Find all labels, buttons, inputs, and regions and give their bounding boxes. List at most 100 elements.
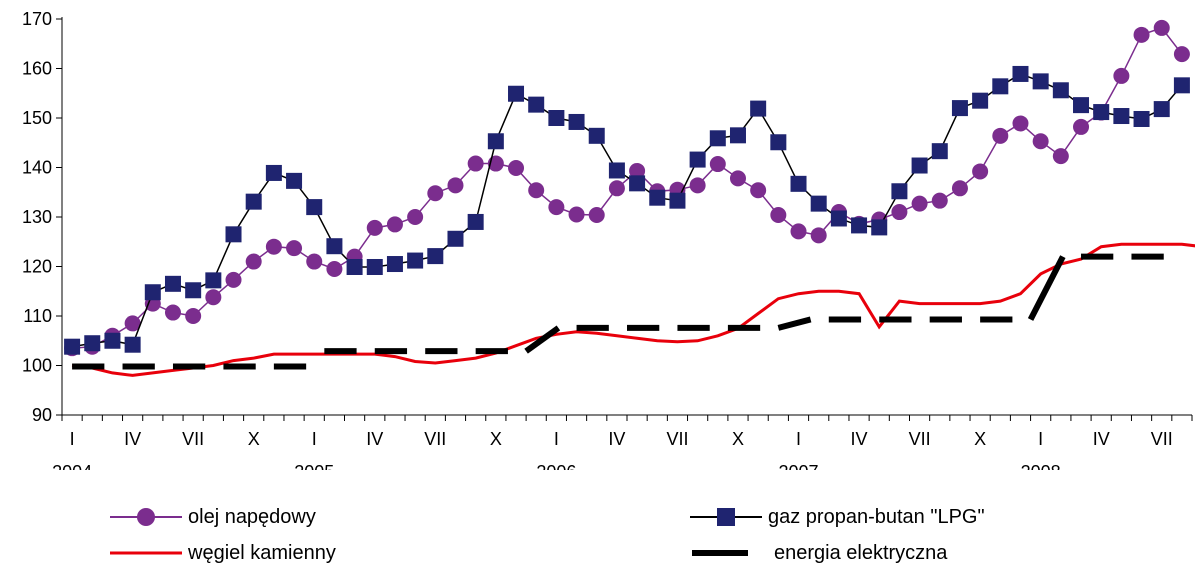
data-point xyxy=(851,217,868,234)
data-point xyxy=(306,253,323,270)
data-point xyxy=(1173,46,1190,63)
data-point xyxy=(608,180,625,197)
legend-swatch-energia xyxy=(692,550,748,556)
data-point xyxy=(1032,73,1049,90)
x-year-label: 2004 xyxy=(52,462,92,470)
y-tick-label: 150 xyxy=(22,108,52,128)
data-point xyxy=(185,308,202,324)
data-point xyxy=(1173,77,1190,94)
series-1 xyxy=(64,65,1190,355)
axis-labels: 90 100 110 120 130 140 150 160 170 I IV VII X I IV VII X… xyxy=(22,9,1173,470)
x-month-label: IV xyxy=(851,429,868,449)
data-point xyxy=(689,177,706,194)
data-point xyxy=(205,272,222,289)
data-point xyxy=(770,134,787,151)
data-point xyxy=(548,110,565,126)
x-year-label: 2005 xyxy=(294,462,334,470)
series-energia-dash xyxy=(524,325,561,354)
data-point xyxy=(951,100,968,117)
data-point xyxy=(729,127,746,144)
x-month-label: IV xyxy=(608,429,625,449)
data-point xyxy=(770,207,787,224)
data-point xyxy=(1153,101,1170,118)
legend-item-wegiel: węgiel kamienny xyxy=(110,541,336,565)
data-point xyxy=(225,226,242,243)
data-point xyxy=(427,248,444,265)
data-point xyxy=(1073,118,1090,135)
data-point xyxy=(568,206,585,223)
data-point xyxy=(265,164,282,181)
data-point xyxy=(528,182,545,199)
data-point xyxy=(891,183,908,200)
y-tick-label: 130 xyxy=(22,207,52,227)
data-point xyxy=(467,213,484,230)
data-point xyxy=(286,240,303,257)
data-point xyxy=(709,156,726,173)
data-point xyxy=(548,199,565,216)
data-point xyxy=(709,130,726,147)
data-point xyxy=(144,284,161,301)
data-point xyxy=(487,133,504,150)
series-layer xyxy=(64,19,1195,377)
axes xyxy=(56,17,1193,421)
x-month-label: I xyxy=(1038,429,1043,449)
x-year-label: 2006 xyxy=(536,462,576,470)
data-point xyxy=(729,170,746,187)
y-tick-label: 90 xyxy=(32,405,52,425)
data-point xyxy=(346,258,363,275)
data-point xyxy=(972,163,989,180)
data-point xyxy=(124,336,141,353)
legend-item-energia: energia elektryczna xyxy=(690,541,947,565)
legend-label-lpg: gaz propan-butan "LPG" xyxy=(768,505,985,528)
series-line xyxy=(71,73,1183,348)
data-point xyxy=(649,189,666,206)
data-point xyxy=(1052,82,1069,99)
data-point xyxy=(185,282,202,299)
series-line xyxy=(71,242,1195,377)
x-month-label: X xyxy=(490,429,502,449)
data-point xyxy=(588,207,605,224)
data-point xyxy=(386,216,403,233)
data-point xyxy=(366,219,383,236)
y-tick-label: 170 xyxy=(22,9,52,29)
data-point xyxy=(467,155,484,172)
data-point xyxy=(669,192,686,209)
data-point xyxy=(265,238,282,255)
data-point xyxy=(164,304,181,321)
data-point xyxy=(366,258,383,275)
x-month-label: IV xyxy=(1093,429,1110,449)
x-month-label: VII xyxy=(424,429,446,449)
data-point xyxy=(951,180,968,197)
y-tick-label: 140 xyxy=(22,158,52,178)
data-point xyxy=(1113,108,1130,125)
legend-swatch-wegiel xyxy=(110,551,182,555)
data-point xyxy=(64,338,81,355)
data-point xyxy=(306,199,323,216)
x-month-label: VII xyxy=(1151,429,1173,449)
x-month-label: I xyxy=(70,429,75,449)
data-point xyxy=(911,157,928,174)
chart-svg: 90 100 110 120 130 140 150 160 170 I IV VII X I IV VII X… xyxy=(22,9,1195,470)
x-month-label: VII xyxy=(182,429,204,449)
data-point xyxy=(790,175,807,192)
legend-label-energia: energia elektryczna xyxy=(774,541,948,564)
data-point xyxy=(225,271,242,288)
data-point xyxy=(588,127,605,144)
legend-item-lpg: gaz propan-butan "LPG" xyxy=(690,505,985,529)
data-point xyxy=(689,151,706,168)
data-point xyxy=(750,182,767,199)
data-point xyxy=(830,210,847,227)
x-year-label: 2007 xyxy=(778,462,818,470)
data-point xyxy=(931,192,948,209)
data-point xyxy=(427,185,444,202)
series-3 xyxy=(72,253,1164,370)
data-point xyxy=(124,315,141,332)
legend-swatch-olej xyxy=(110,508,182,526)
data-point xyxy=(931,143,948,160)
data-point xyxy=(629,162,646,179)
data-point xyxy=(205,289,222,306)
data-point xyxy=(608,162,625,179)
data-point xyxy=(1032,133,1049,150)
x-month-label: I xyxy=(312,429,317,449)
y-tick-label: 120 xyxy=(22,257,52,277)
